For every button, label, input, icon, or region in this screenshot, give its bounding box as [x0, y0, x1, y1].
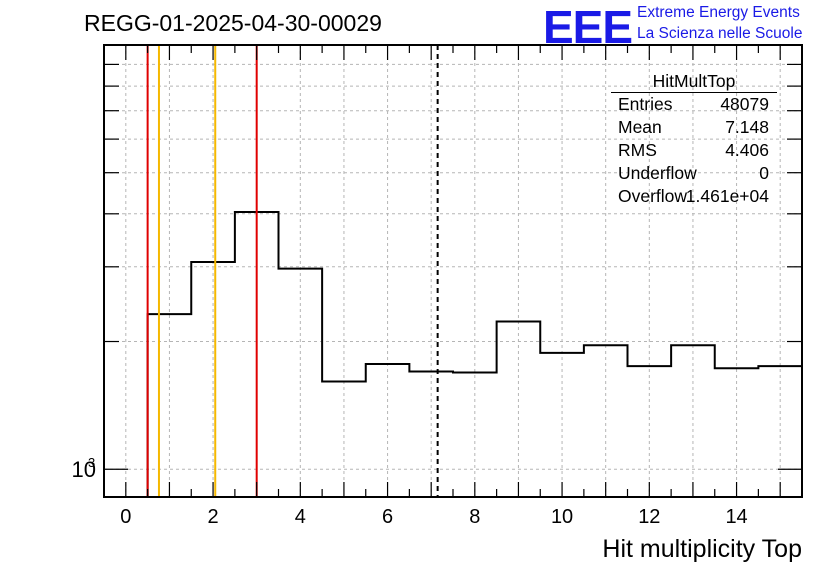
x-tick-label: 0 [120, 506, 131, 528]
stats-value: 7.148 [725, 117, 769, 137]
x-tick-label: 8 [469, 506, 480, 528]
stats-row-rms: RMS 4.406 [611, 139, 777, 162]
stats-label: RMS [618, 140, 657, 160]
stats-label: Entries [618, 94, 673, 114]
x-tick-label: 10 [551, 506, 573, 528]
stats-row-underflow: Underflow 0 [611, 162, 777, 185]
stats-title: HitMultTop [611, 70, 777, 93]
stats-box: HitMultTop Entries 48079 Mean 7.148 RMS … [611, 70, 777, 208]
x-tick-label: 2 [208, 506, 219, 528]
stats-label: Underflow [618, 163, 697, 183]
x-axis-title: Hit multiplicity Top [602, 535, 802, 563]
y-tick-label: 10 [72, 457, 96, 482]
logo-line-2: La Scienza nelle Scuole [637, 25, 803, 42]
x-tick-label: 14 [725, 506, 747, 528]
histogram-line [146, 210, 802, 497]
stats-value: 48079 [720, 94, 769, 114]
stats-value: 1.461e+04 [685, 186, 769, 206]
x-tick-label: 12 [638, 506, 660, 528]
stats-row-entries: Entries 48079 [611, 93, 777, 116]
stats-value: 4.406 [725, 140, 769, 160]
x-tick-label: 6 [382, 506, 393, 528]
logo-line-1: Extreme Energy Events [637, 4, 800, 21]
stats-row-mean: Mean 7.148 [611, 116, 777, 139]
eee-logo: EEE [543, 1, 633, 53]
stats-row-overflow: Overflow 1.461e+04 [611, 185, 777, 208]
stats-label: Overflow [618, 186, 688, 206]
y-tick-label-exponent: 3 [88, 455, 95, 470]
run-title: REGG-01-2025-04-30-00029 [84, 10, 382, 36]
stats-value: 0 [759, 163, 769, 183]
stats-label: Mean [618, 117, 662, 137]
x-tick-label: 4 [295, 506, 306, 528]
